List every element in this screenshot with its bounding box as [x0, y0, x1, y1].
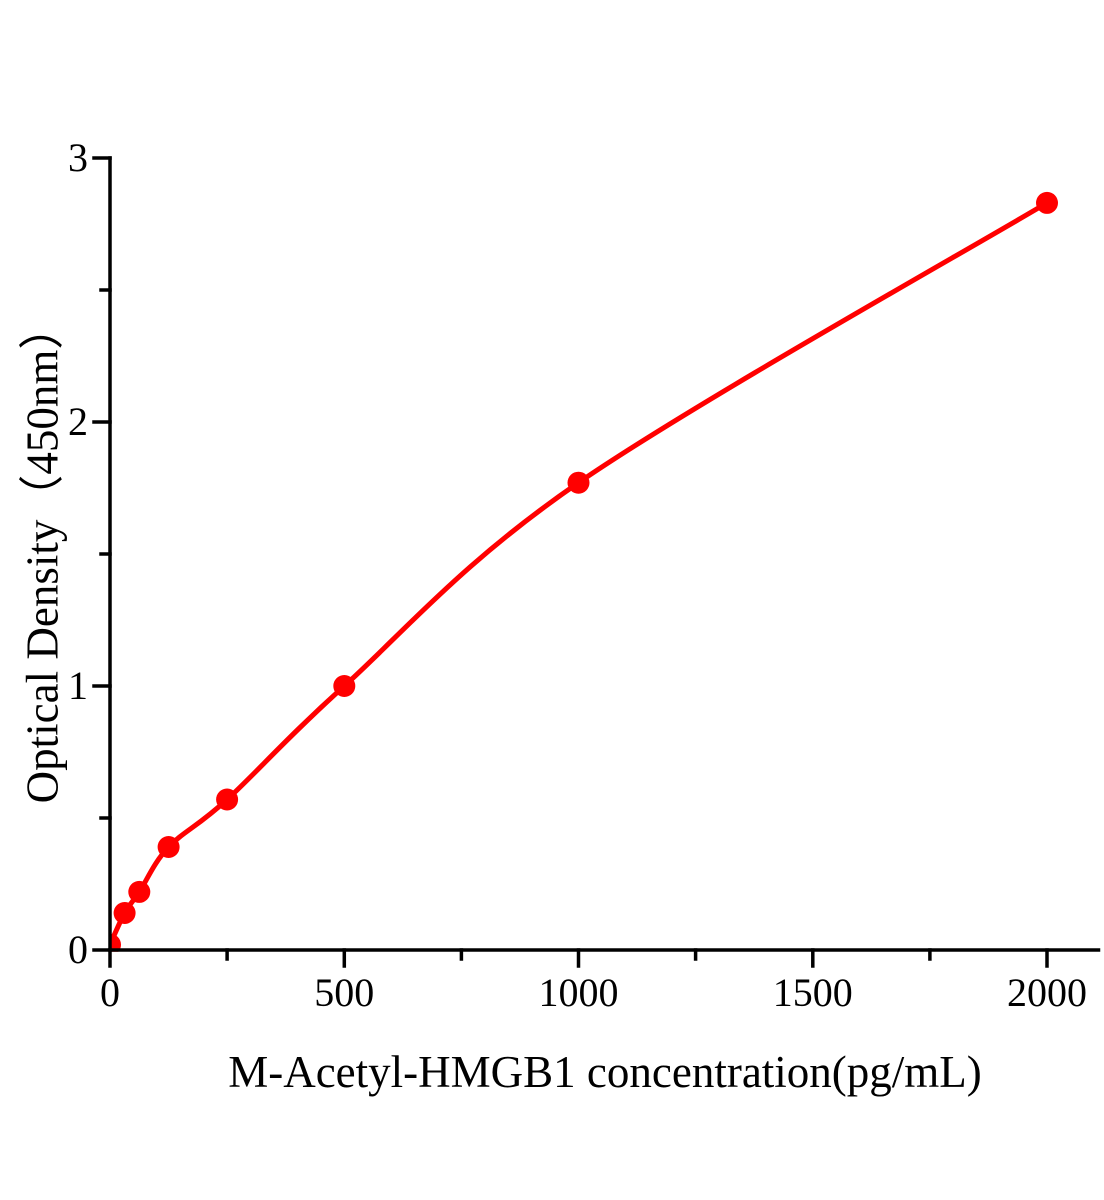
data-point [110, 933, 121, 952]
data-point [128, 880, 151, 903]
y-tick-label: 1 [68, 663, 88, 708]
x-tick-label: 2000 [1007, 970, 1087, 1015]
y-tick-label: 3 [68, 135, 88, 180]
y-axis-title: Optical Density（450nm） [17, 304, 68, 804]
y-tick-label: 2 [68, 399, 88, 444]
data-point [333, 675, 356, 697]
x-tick-label: 500 [314, 970, 374, 1015]
y-tick-label: 0 [68, 927, 88, 972]
x-tick-label: 1000 [539, 970, 619, 1015]
x-tick-label: 1500 [773, 970, 853, 1015]
data-point [113, 902, 136, 924]
axes [92, 156, 1101, 968]
x-axis-title: M-Acetyl-HMGB1 concentration(pg/mL) [228, 1047, 982, 1097]
data-point [216, 788, 239, 811]
data-point [567, 471, 590, 494]
fit-curve [110, 200, 1050, 948]
data-point [1036, 191, 1058, 214]
x-tick-label: 0 [100, 970, 120, 1015]
data-layer [110, 191, 1058, 952]
tick-labels: 0 500 1000 1500 2000 0 1 2 3 [68, 135, 1087, 1015]
data-point [157, 836, 180, 858]
